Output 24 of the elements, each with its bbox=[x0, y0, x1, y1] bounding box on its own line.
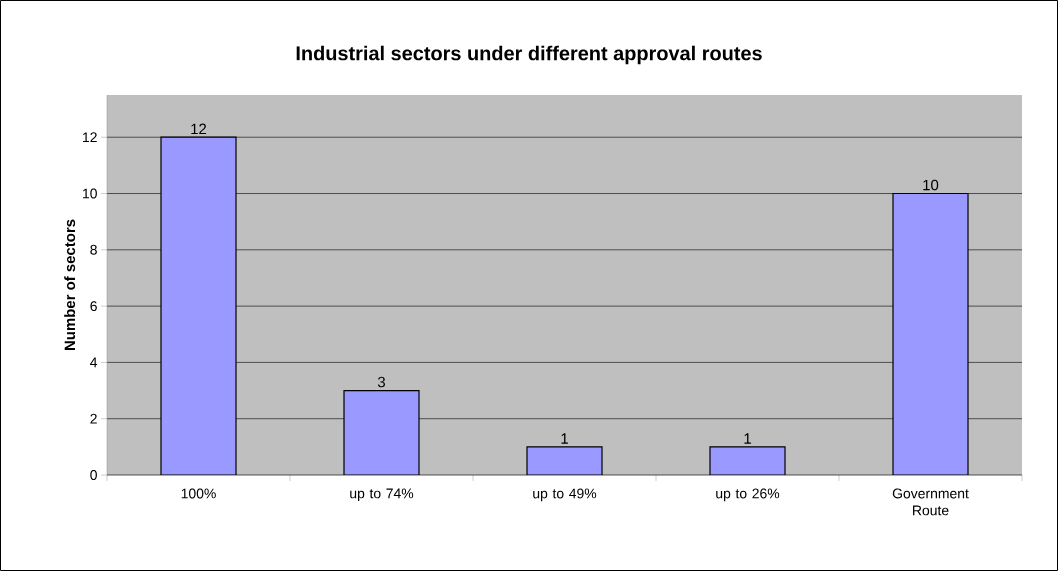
y-tick-label: 10 bbox=[83, 188, 97, 199]
y-tick-label: 0 bbox=[90, 470, 97, 480]
data-label: 10 bbox=[923, 179, 939, 191]
x-tick-label: Government Route bbox=[892, 488, 969, 516]
bar bbox=[160, 136, 237, 475]
bar bbox=[526, 446, 603, 475]
chart-title: Industrial sectors under different approval routes bbox=[296, 45, 762, 65]
bar bbox=[709, 446, 786, 475]
data-label: 1 bbox=[561, 433, 568, 444]
x-tick-label: up to 26% bbox=[716, 488, 780, 502]
y-axis-title: Number of sectors bbox=[64, 219, 76, 351]
y-tick-label: 4 bbox=[90, 357, 98, 368]
x-tick-label: 100% bbox=[181, 488, 216, 499]
data-label: 1 bbox=[744, 433, 751, 444]
y-tick-label: 12 bbox=[83, 132, 97, 143]
x-tick-label: up to 49% bbox=[533, 488, 597, 502]
y-tick-label: 8 bbox=[90, 244, 97, 255]
bar bbox=[343, 389, 420, 475]
data-label: 3 bbox=[377, 376, 385, 388]
data-label: 12 bbox=[191, 123, 207, 135]
y-tick-label: 6 bbox=[90, 301, 97, 312]
y-tick-label: 2 bbox=[90, 413, 97, 424]
bar bbox=[892, 192, 969, 475]
x-tick-label: up to 74% bbox=[350, 488, 414, 502]
